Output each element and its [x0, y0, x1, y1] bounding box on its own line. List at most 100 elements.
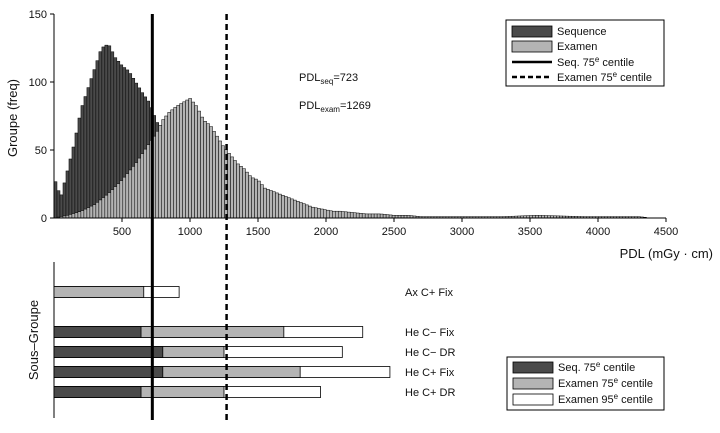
- legend-swatch-sequence: [511, 25, 553, 38]
- y-axis-label: Groupe (freq): [5, 79, 20, 157]
- hist-bar-examen: [173, 107, 177, 219]
- legend-bottom: Seq. 75e centile Examen 75e centile Exam…: [506, 356, 665, 411]
- y-tick-label: 0: [41, 213, 47, 225]
- legend-exam75-suffix: centile: [617, 72, 652, 84]
- hist-bar-examen: [122, 176, 127, 219]
- hist-bar-examen: [197, 110, 201, 219]
- hist-bar-examen: [364, 213, 369, 219]
- hist-bar-examen: [98, 199, 103, 219]
- hist-bar-sequence: [71, 146, 76, 219]
- hist-bar-examen: [221, 145, 225, 219]
- hist-bar-examen: [107, 192, 112, 219]
- hist-bar-sequence: [62, 182, 67, 219]
- hist-bar-examen: [323, 209, 327, 219]
- subgroup-row: [53, 366, 391, 378]
- subgroup-row: [53, 386, 321, 398]
- hist-bar-examen: [113, 186, 118, 219]
- hist-bar-examen: [188, 98, 192, 219]
- hist-bar-examen: [278, 193, 282, 219]
- subgroup-category-labels: Ax C+ Fix He C− Fix He C− DR He C+ Fix He C+…: [405, 287, 455, 399]
- hist-bar-sequence: [98, 51, 103, 219]
- legend-label-exam75: Examen 75e centile: [557, 70, 652, 84]
- hist-bar-examen: [355, 212, 360, 219]
- hist-bar-examen: [143, 148, 147, 219]
- bar-seq75: [53, 326, 142, 338]
- legend-exam75-sup: e: [613, 70, 618, 79]
- hist-bar-sequence: [77, 117, 82, 219]
- hist-bar-examen: [236, 163, 240, 219]
- reference-lines: [150, 14, 228, 420]
- hist-bar-examen: [260, 184, 264, 219]
- hist-bar-examen: [176, 105, 180, 219]
- hist-bar-examen: [296, 201, 300, 219]
- hist-bar-examen: [311, 206, 315, 219]
- hist-bar-sequence: [80, 105, 85, 219]
- hist-bar-examen: [257, 180, 261, 219]
- hist-bar-examen: [233, 160, 237, 219]
- hist-bar-examen: [125, 173, 130, 219]
- legend-b-exam95-text: Examen 95: [558, 394, 614, 406]
- annotation-pdl-seq-base: PDL: [299, 72, 320, 84]
- legend-label-seq75: Seq. 75e centile: [557, 55, 634, 69]
- hist-bar-examen: [68, 214, 73, 219]
- hist-bar-examen: [212, 131, 216, 219]
- hist-bar-examen: [239, 166, 243, 219]
- hist-bar-examen: [104, 194, 109, 219]
- hist-bar-examen: [332, 210, 336, 219]
- hist-bar-examen: [179, 103, 183, 219]
- hist-bar-examen: [376, 213, 381, 219]
- hist-bar-examen: [206, 123, 210, 219]
- annotation-pdl-exam: PDLexam=1269: [299, 100, 371, 114]
- legend-b-seq75-text: Seq. 75: [558, 362, 596, 374]
- hist-bar-examen: [140, 153, 145, 219]
- hist-bar-examen: [352, 212, 357, 219]
- hist-bar-examen: [191, 101, 195, 219]
- x-tick-label: 2000: [314, 226, 338, 238]
- y-ticks: 0 50 100 150: [29, 9, 54, 225]
- subgroup-panel: Sous–Groupe Ax C+ Fix He C− Fix He C− DR He…: [26, 262, 665, 418]
- hist-bar-sequence: [101, 46, 106, 219]
- legend-swatch-exam95: [512, 393, 554, 406]
- legend-exam75-text: Examen 75: [557, 72, 613, 84]
- hist-bar-examen: [86, 207, 91, 219]
- hist-bar-examen: [379, 213, 384, 219]
- hist-bar-examen: [269, 190, 273, 219]
- legend-swatch-examen: [511, 40, 553, 53]
- y-tick-label: 50: [35, 145, 47, 157]
- hist-bar-examen: [116, 183, 121, 219]
- hist-bar-sequence: [86, 87, 91, 219]
- subgroup-bars: [53, 286, 391, 398]
- hist-bar-examen: [209, 126, 213, 219]
- hist-bar-examen: [272, 191, 276, 219]
- hist-bar-examen: [110, 189, 115, 219]
- legend-b-exam75-suffix: centile: [618, 378, 653, 390]
- histogram-panel: 0 50 100 150 500 1000 1500 2000 2500 3000 3500 400…: [5, 9, 713, 261]
- x-tick-label: 3500: [518, 226, 542, 238]
- subgroup-axis-label: Sous–Groupe: [26, 300, 41, 380]
- x-tick-label: 2500: [382, 226, 406, 238]
- hist-bar-examen: [71, 213, 76, 219]
- hist-bar-examen: [254, 178, 258, 219]
- hist-bar-examen: [92, 204, 97, 219]
- hist-bar-sequence: [83, 96, 88, 219]
- subgroup-row: [53, 346, 343, 358]
- hist-bar-examen: [346, 211, 351, 219]
- annotation-pdl-seq-sub: seq: [320, 77, 333, 86]
- hist-bar-sequence: [68, 158, 73, 219]
- hist-bar-examen: [251, 177, 255, 219]
- hist-bar-examen: [134, 162, 139, 219]
- subgroup-label: He C− Fix: [405, 327, 455, 339]
- bar-exam75: [53, 286, 145, 298]
- legend-b-exam75-text: Examen 75: [558, 378, 614, 390]
- x-axis-label: PDL (mGy · cm): [620, 246, 713, 261]
- hist-bar-examen: [343, 211, 348, 219]
- hist-bar-examen: [266, 189, 270, 219]
- hist-bar-examen: [320, 208, 324, 219]
- hist-bar-examen: [182, 101, 186, 219]
- hist-bar-examen: [128, 169, 133, 219]
- hist-bar-examen: [382, 214, 387, 219]
- y-tick-label: 150: [29, 9, 47, 21]
- legend-label-examen: Examen: [557, 41, 597, 53]
- x-tick-label: 1000: [178, 226, 202, 238]
- legend-sequence-text: Sequence: [557, 26, 607, 38]
